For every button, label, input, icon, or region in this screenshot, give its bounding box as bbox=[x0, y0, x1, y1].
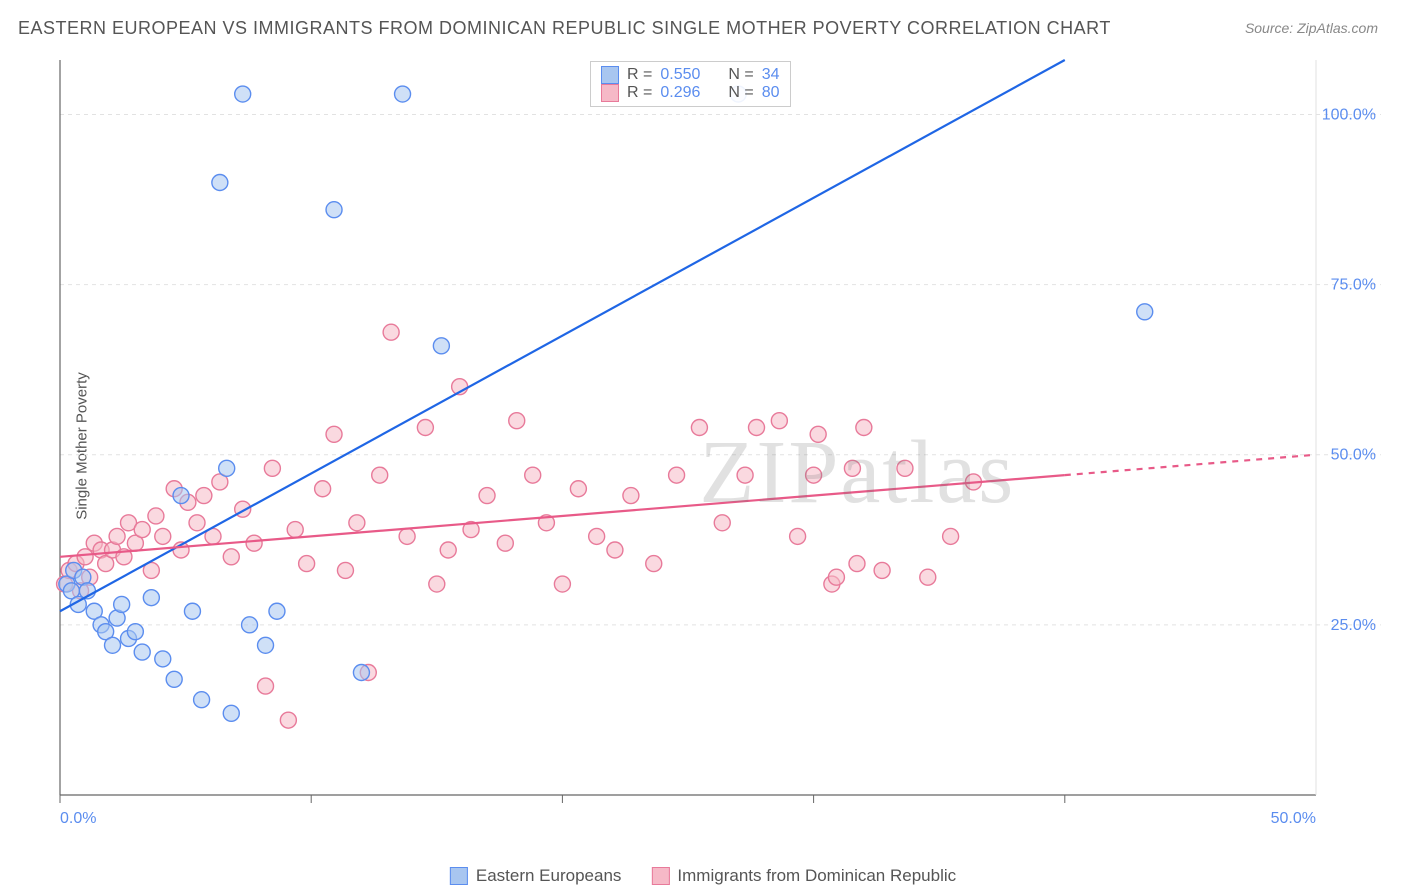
series-legend: Eastern Europeans Immigrants from Domini… bbox=[450, 866, 956, 886]
stat-n-value-1: 34 bbox=[762, 66, 780, 84]
svg-text:25.0%: 25.0% bbox=[1331, 617, 1376, 634]
legend-label-2: Immigrants from Dominican Republic bbox=[677, 866, 956, 886]
stat-n-label: N = bbox=[728, 66, 753, 84]
chart-svg: 25.0% 50.0% 75.0% 100.0% 0.0% 50.0% bbox=[50, 55, 1386, 835]
svg-text:50.0%: 50.0% bbox=[1331, 447, 1376, 464]
legend-label-1: Eastern Europeans bbox=[476, 866, 622, 886]
stat-r-value-2: 0.296 bbox=[660, 84, 700, 102]
source-label: Source: ZipAtlas.com bbox=[1245, 20, 1378, 36]
legend-item-1: Eastern Europeans bbox=[450, 866, 622, 886]
chart-title: EASTERN EUROPEAN VS IMMIGRANTS FROM DOMI… bbox=[18, 18, 1111, 39]
svg-text:50.0%: 50.0% bbox=[1271, 810, 1316, 827]
stats-legend: R = 0.550 N = 34 R = 0.296 N = 80 bbox=[590, 61, 791, 107]
stat-n-value-2: 80 bbox=[762, 84, 780, 102]
svg-text:75.0%: 75.0% bbox=[1331, 277, 1376, 294]
svg-text:100.0%: 100.0% bbox=[1322, 106, 1376, 123]
svg-text:0.0%: 0.0% bbox=[60, 810, 96, 827]
swatch-series-2-icon bbox=[651, 867, 669, 885]
swatch-series-1 bbox=[601, 66, 619, 84]
stat-n-label: N = bbox=[728, 84, 753, 102]
stat-r-value-1: 0.550 bbox=[660, 66, 700, 84]
legend-item-2: Immigrants from Dominican Republic bbox=[651, 866, 956, 886]
stat-r-label: R = bbox=[627, 66, 652, 84]
swatch-series-2 bbox=[601, 84, 619, 102]
stats-row-1: R = 0.550 N = 34 bbox=[601, 66, 780, 84]
scatter-plot: 25.0%50.0%75.0%100.0%0.0%50.0% ZIPatlas bbox=[50, 55, 1386, 835]
stat-r-label: R = bbox=[627, 84, 652, 102]
stats-row-2: R = 0.296 N = 80 bbox=[601, 84, 780, 102]
swatch-series-1-icon bbox=[450, 867, 468, 885]
